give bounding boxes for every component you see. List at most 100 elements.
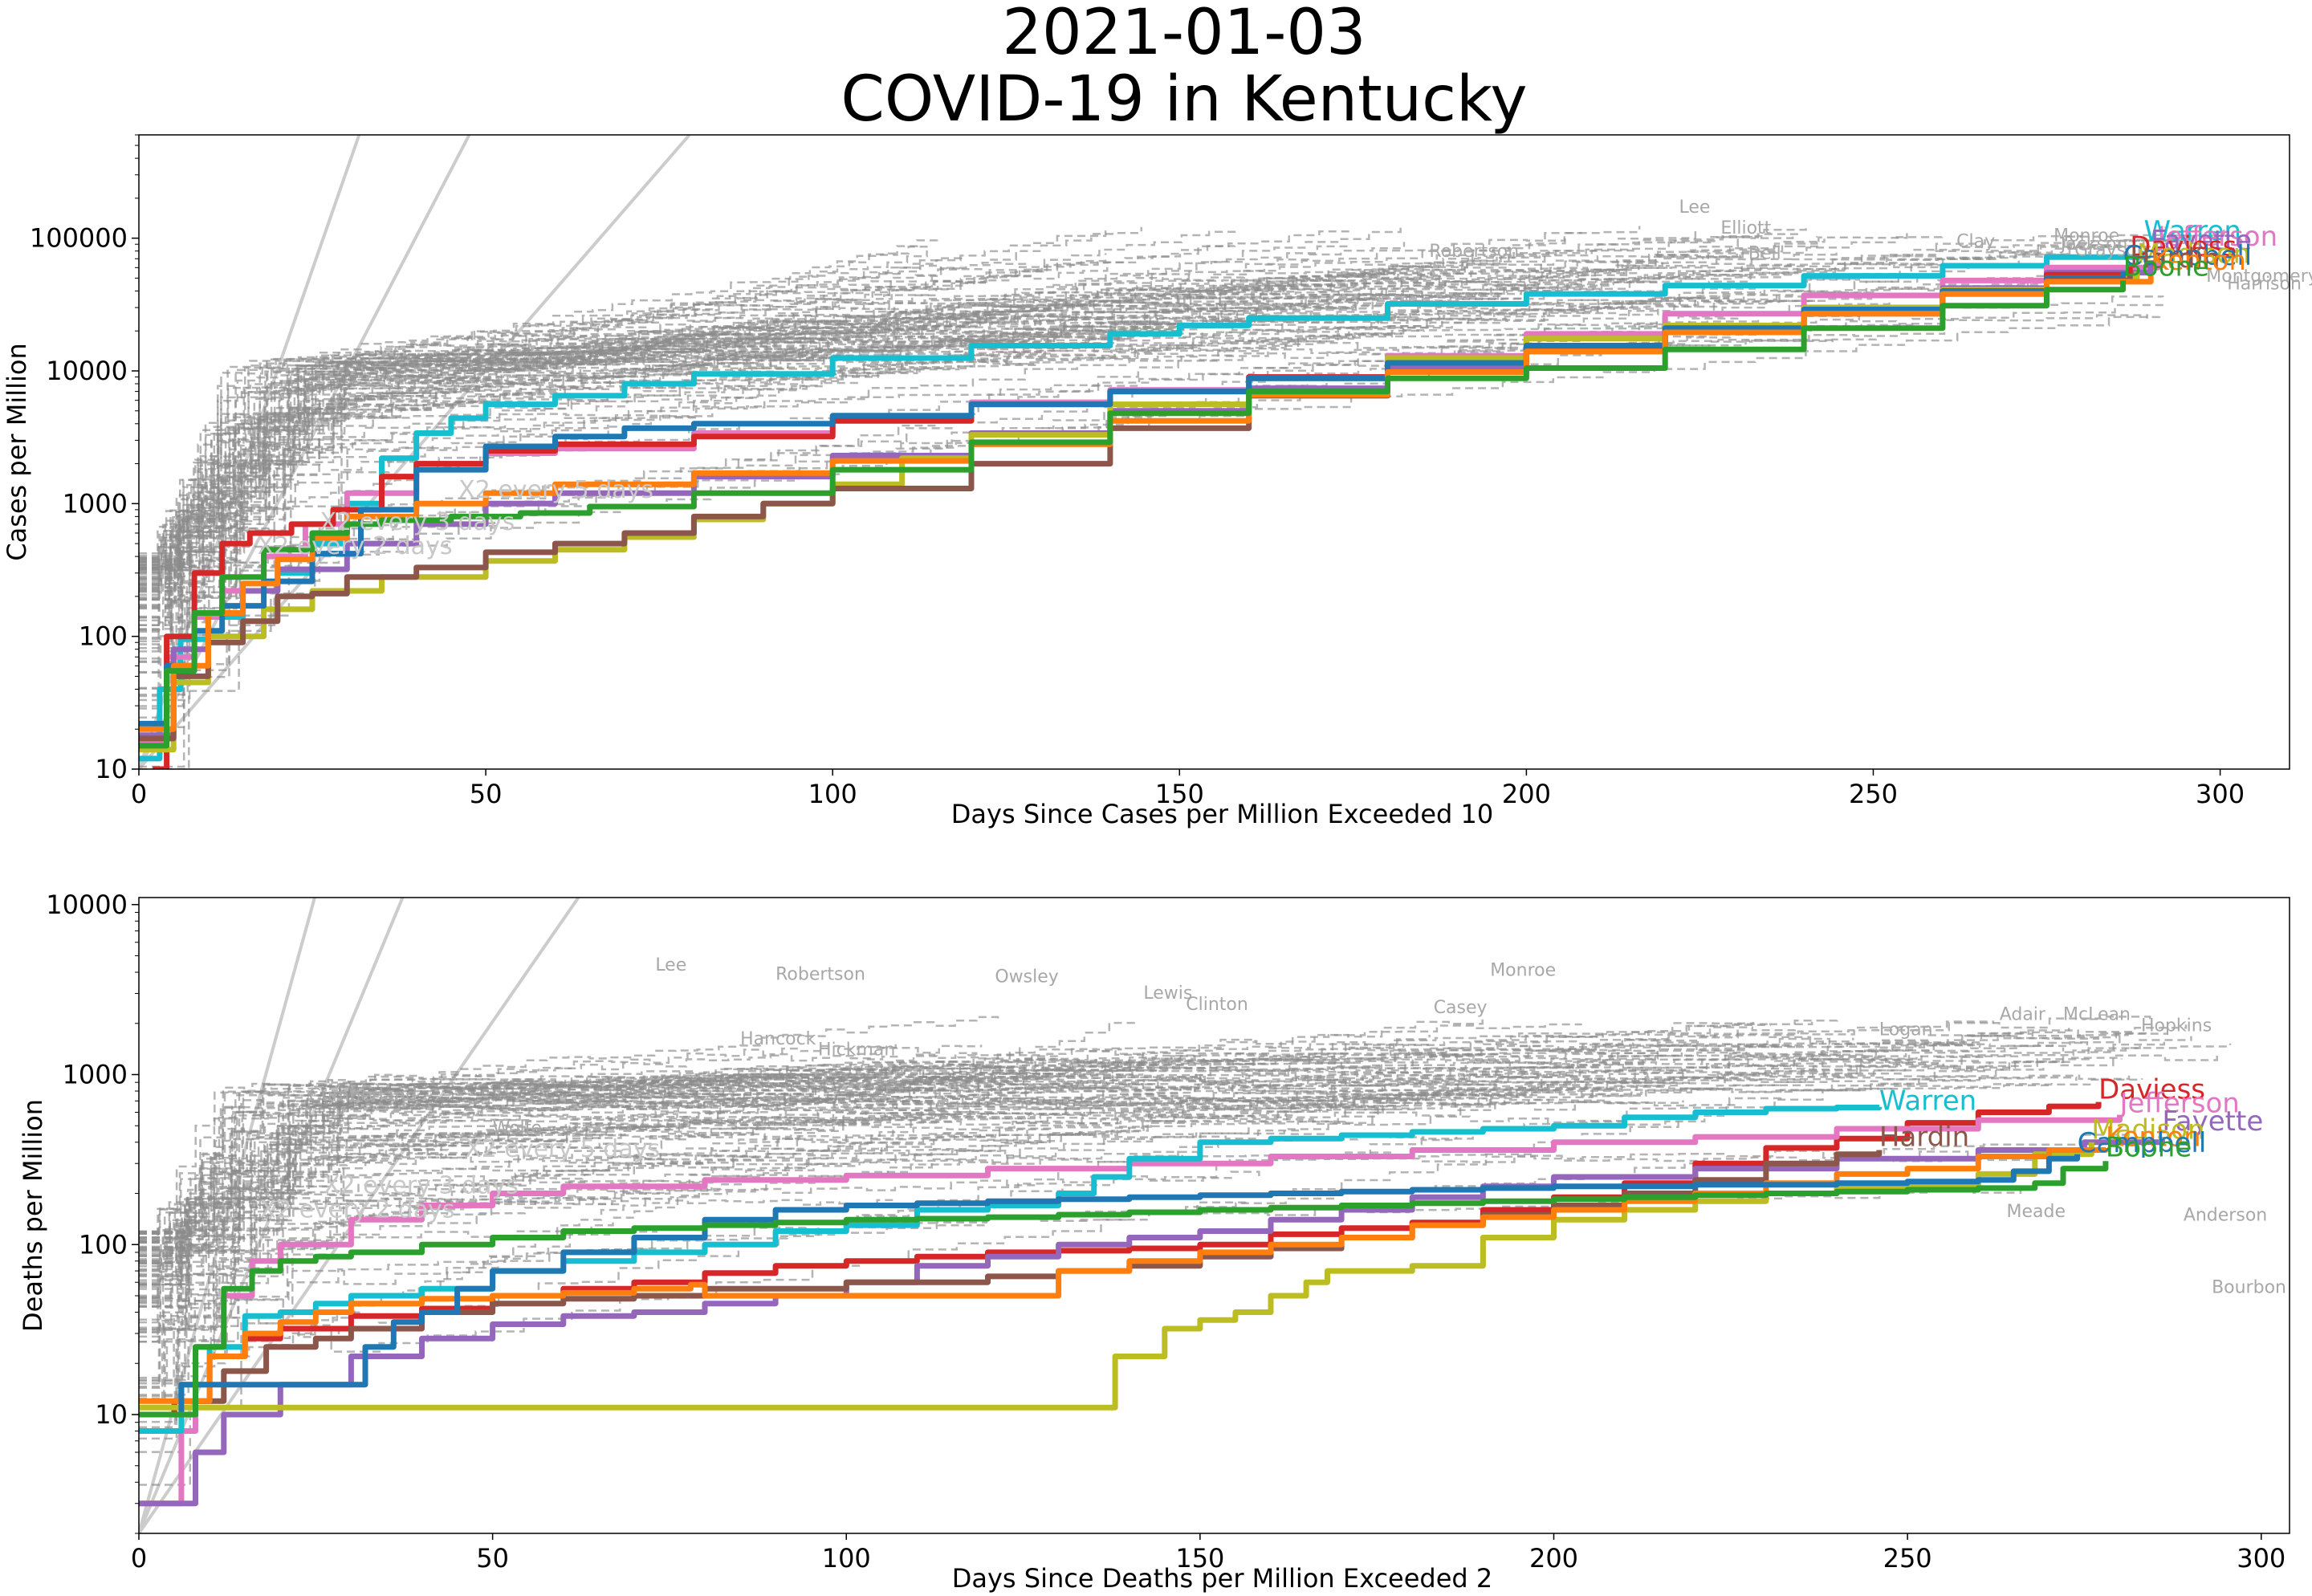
background-county-line [139,1171,1260,1379]
series-line-madison [139,1142,2094,1411]
background-county-line [139,1065,1903,1324]
series-line-campbell [139,1154,2081,1418]
axes-frame [138,134,2290,770]
county-label: Adair [2000,1004,2046,1024]
y-tick-label: 1000 [63,1060,128,1090]
background-county-line [139,234,2193,566]
background-county-line [139,1023,1582,1248]
x-tick-label: 300 [2237,1543,2286,1574]
background-county-line [139,1046,1021,1358]
county-label: Elliott [1720,218,1771,238]
county-label: Wolfe [493,1118,542,1138]
background-county-line [139,271,1451,690]
series-label-hardin: Hardin [1879,1121,1969,1153]
background-county-line [139,1074,2131,1233]
background-county-line [139,1029,2129,1302]
background-county-line [139,236,1566,593]
background-county-line [139,250,1550,609]
y-tick-label: 1000 [63,488,128,519]
county-label: Montgomery [2206,267,2312,287]
background-county-line [139,250,2090,696]
background-county-line [139,242,1406,563]
background-county-line [139,1044,1981,1258]
background-county-line [139,1073,1358,1244]
plot-area [139,135,2225,769]
background-county-line [139,1069,1581,1429]
background-county-line [139,1081,1002,1288]
x-tick-label: 50 [470,779,503,809]
background-county-line [139,264,963,586]
background-county-line [139,245,1349,626]
x-tick-label: 250 [1849,779,1898,809]
y-tick-label: 100 [79,621,128,652]
background-county-line [139,1016,2151,1309]
background-county-line [139,1149,2066,1301]
background-county-line [139,267,1640,674]
x-tick-label: 100 [822,1543,871,1574]
background-county-line [139,267,1044,590]
background-county-line [139,295,1702,567]
series-label-warren: Warren [1879,1085,1976,1117]
x-tick-label: 50 [476,1543,509,1574]
county-label: Logan [1879,1020,1933,1040]
y-tick-label: 10 [95,1399,128,1430]
series-label-kenton: Kenton [2106,1121,2201,1153]
background-county-line [139,1089,1002,1350]
county-label: Casey [1434,998,1488,1018]
county-label: Jackson [2059,234,2128,254]
county-label: Lee [655,955,686,975]
county-label: Grayson [2074,240,2147,260]
background-county-line [139,1020,1995,1233]
background-county-line [139,245,930,698]
background-county-line [139,1056,1980,1233]
background-county-line [139,1044,2054,1331]
series-label-daviess: Daviess [2130,230,2237,263]
county-label: Bell [1748,243,1781,263]
background-county-line [139,1058,1097,1286]
county-label: Cumberland [309,1085,417,1105]
background-county-line [139,1035,1431,1329]
county-label: Bourbon [2212,1277,2286,1297]
background-county-line [139,267,1419,641]
background-county-line [139,1018,1136,1333]
county-label: McLean [2063,1004,2131,1024]
county-label: Anderson [2184,1206,2267,1226]
background-county-line [139,273,1793,601]
background-county-line [139,1196,898,1244]
reference-line-label: X2 every 5 days [465,1135,660,1163]
series-label-boone: Boone [2123,251,2209,283]
plot-area [139,898,2232,1533]
x-tick-label: 100 [808,779,857,809]
x-tick-label: 200 [1502,779,1551,809]
series-label-fayette: Fayette [2151,225,2252,257]
background-county-line [139,1052,1683,1321]
y-tick-label: 100000 [30,223,128,254]
background-county-line [139,1021,1755,1398]
background-county-line [139,1030,2121,1396]
background-county-line [139,1093,1377,1251]
y-tick-label: 10 [95,754,128,784]
series-label-campbell: Campbell [2123,240,2253,272]
background-county-line [139,1055,1649,1440]
background-county-line [139,227,1351,610]
x-tick-label: 250 [1883,1543,1932,1574]
county-label: Meade [2007,1202,2066,1222]
background-county-line [139,329,1426,643]
series-label-boone: Boone [2106,1131,2192,1163]
axes-frame [138,897,2290,1534]
series-label-warren: Warren [2144,215,2241,247]
county-label: Robertson [775,965,865,985]
county-label: Monroe [2054,226,2119,246]
series-label-jefferson: Jefferson [2156,221,2277,253]
reference-line-label: X2 every 2 days [260,1195,455,1223]
background-county-line [139,1044,983,1388]
background-county-line [139,1068,2045,1343]
background-county-line [139,313,2161,630]
background-county-line [139,262,1028,599]
background-county-line [139,1040,1256,1272]
background-county-line [139,1132,1458,1276]
reference-line-label: X2 every 3 days [320,508,515,536]
